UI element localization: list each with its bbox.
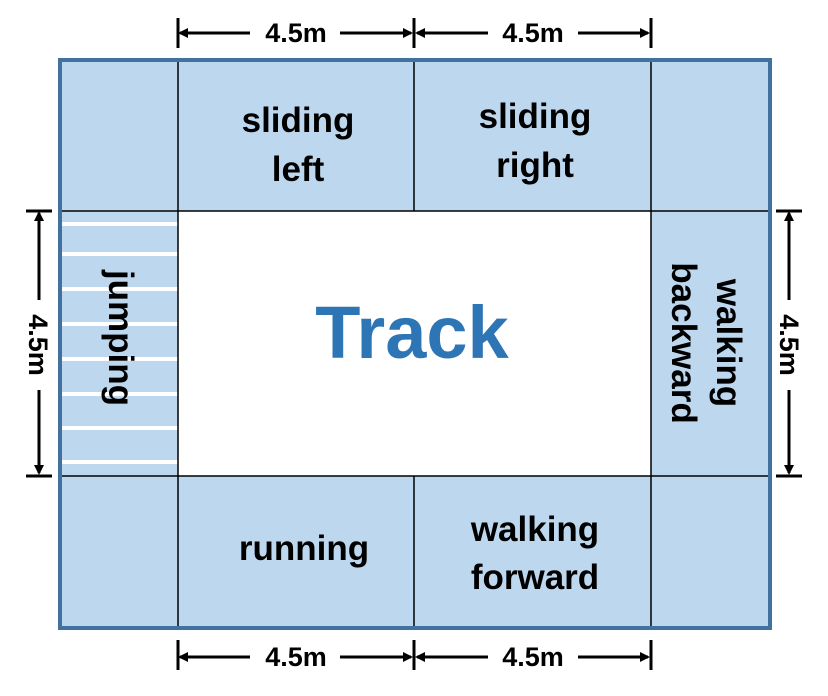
svg-text:right: right bbox=[496, 146, 574, 185]
svg-text:left: left bbox=[272, 150, 325, 189]
zone-walking-backward: walking backward bbox=[664, 262, 748, 423]
jumping-stripes bbox=[62, 222, 178, 464]
svg-text:4.5m: 4.5m bbox=[23, 314, 53, 376]
svg-text:sliding: sliding bbox=[479, 97, 592, 136]
svg-text:walking: walking bbox=[470, 510, 599, 549]
zone-sliding-right: sliding right bbox=[479, 97, 592, 185]
svg-text:4.5m: 4.5m bbox=[265, 642, 327, 672]
svg-text:jumping: jumping bbox=[101, 269, 140, 406]
zone-sliding-left: sliding left bbox=[242, 101, 355, 189]
svg-text:forward: forward bbox=[471, 558, 599, 597]
svg-text:running: running bbox=[239, 529, 369, 568]
dimension-top-left: 4.5m bbox=[176, 18, 416, 48]
dimension-bottom-right: 4.5m bbox=[415, 640, 653, 672]
svg-text:walking: walking bbox=[709, 278, 748, 407]
dimension-bottom-left: 4.5m bbox=[176, 640, 416, 672]
dimension-top-right: 4.5m bbox=[415, 18, 653, 48]
zone-running: running bbox=[239, 529, 369, 568]
svg-text:sliding: sliding bbox=[242, 101, 355, 140]
grid-lines bbox=[62, 62, 768, 626]
svg-text:4.5m: 4.5m bbox=[502, 642, 564, 672]
svg-text:backward: backward bbox=[664, 262, 703, 423]
zone-walking-forward: walking forward bbox=[470, 510, 599, 597]
track-title: Track bbox=[315, 291, 509, 374]
svg-text:4.5m: 4.5m bbox=[502, 18, 564, 48]
dimension-left: 4.5m bbox=[23, 209, 53, 478]
track-area bbox=[178, 211, 651, 476]
svg-text:4.5m: 4.5m bbox=[265, 18, 327, 48]
dimension-right: 4.5m bbox=[774, 209, 804, 478]
zone-jumping: jumping bbox=[101, 269, 140, 406]
svg-text:4.5m: 4.5m bbox=[774, 314, 804, 376]
